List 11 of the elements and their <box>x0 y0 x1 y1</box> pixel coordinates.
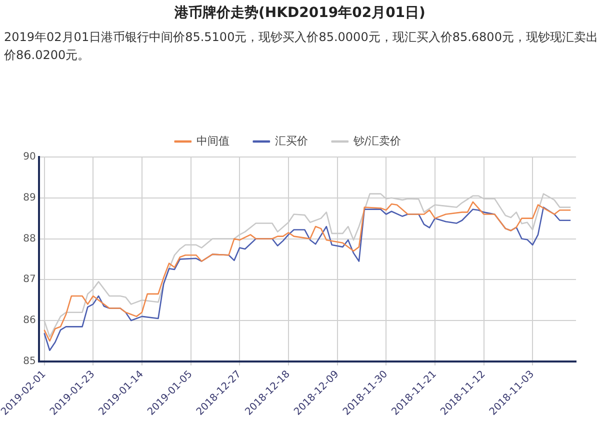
y-tick-label: 85 <box>23 356 36 368</box>
y-tick-label: 90 <box>23 152 36 163</box>
chart-subtitle: 2019年02月01日港币银行中间价85.5100元，现钞买入价85.0000元，现汇买入价85.6800元，现钞现汇卖出价86.0200元。 <box>4 29 598 64</box>
legend-label: 汇买价 <box>274 134 308 148</box>
y-tick-label: 86 <box>23 315 36 326</box>
legend-label: 中间值 <box>196 134 230 148</box>
y-tick-label: 88 <box>23 233 36 244</box>
chart-title: 港币牌价走势(HKD2019年02月01日) <box>174 4 426 22</box>
legend-label: 钞/汇卖价 <box>352 134 402 148</box>
y-tick-label: 87 <box>23 274 36 286</box>
y-tick-label: 89 <box>23 192 36 204</box>
